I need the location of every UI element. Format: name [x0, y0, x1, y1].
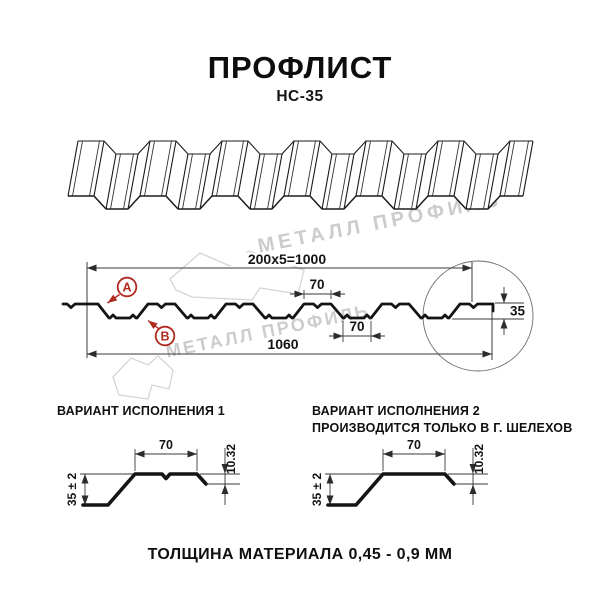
marker-b: B [147, 319, 176, 347]
variant2-dim-height: 35 ± 2 [310, 473, 383, 507]
dim-pitch-value: 200x5=1000 [248, 251, 326, 267]
dim-valley-value: 70 [349, 319, 364, 334]
variant2-note: ПРОИЗВОДИТСЯ ТОЛЬКО В Г. ШЕЛЕХОВ [312, 421, 573, 435]
variant2-dim-height-value: 35 ± 2 [310, 473, 324, 507]
watermark-logo-lower [112, 355, 174, 400]
variant1-dim-lip-value: 10.32 [224, 444, 238, 474]
variant1-dim-lip: 10.32 [200, 444, 240, 505]
variant2-label-block: ВАРИАНТ ИСПОЛНЕНИЯ 2 ПРОИЗВОДИТСЯ ТОЛЬКО… [312, 403, 572, 437]
dimension-valley-width: 70 [329, 319, 385, 342]
dimension-pitch: 200x5=1000 [86, 251, 473, 358]
dimension-height: 35 [452, 287, 526, 335]
variant1-dim-height: 35 ± 2 [65, 473, 135, 507]
sheet-3d-drawing [67, 140, 534, 210]
dim-height-value: 35 [510, 304, 526, 319]
marker-a: A [107, 276, 138, 304]
profile-code: НС-35 [276, 88, 324, 105]
variant2-dim-lip: 10.32 [448, 444, 488, 505]
variant1-drawing: 70 10.32 35 ± 2 [65, 438, 240, 507]
marker-b-letter: B [160, 330, 169, 344]
page-title: ПРОФЛИСТ [207, 50, 393, 85]
variant2-label: ВАРИАНТ ИСПОЛНЕНИЯ 2 [312, 404, 480, 418]
dimension-crest-width: 70 [290, 277, 345, 299]
variant1-dim-width: 70 [134, 438, 198, 471]
material-thickness-note: ТОЛЩИНА МАТЕРИАЛА 0,45 - 0,9 ММ [147, 546, 453, 563]
marker-a-letter: A [122, 281, 131, 295]
cross-section-drawing: 200x5=1000 1060 70 70 [61, 251, 534, 372]
variant1-profile-outline [81, 472, 208, 507]
variant2-drawing: 70 10.32 35 ± 2 [310, 438, 488, 507]
variant2-profile-outline [326, 472, 456, 507]
variant2-dim-width: 70 [382, 438, 446, 471]
variant1-dim-width-value: 70 [159, 438, 173, 452]
profile-outline [61, 302, 495, 320]
dim-overall-value: 1060 [267, 336, 298, 352]
variant1-dim-height-value: 35 ± 2 [65, 473, 79, 507]
variant1-label: ВАРИАНТ ИСПОЛНЕНИЯ 1 [57, 404, 225, 418]
variant2-dim-lip-value: 10.32 [472, 444, 486, 474]
variant2-dim-width-value: 70 [407, 438, 421, 452]
dim-crest-value: 70 [309, 277, 324, 292]
dimension-overall-width: 1060 [87, 307, 493, 360]
